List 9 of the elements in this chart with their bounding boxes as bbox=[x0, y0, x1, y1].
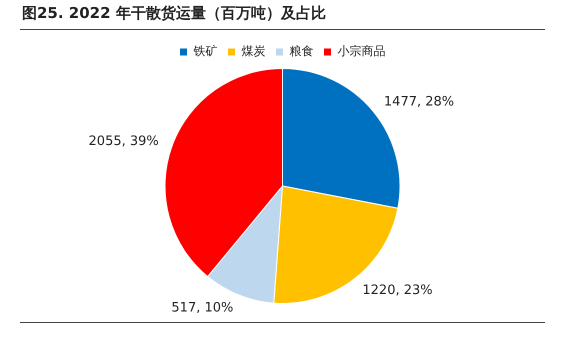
legend-label: 小宗商品 bbox=[338, 44, 386, 58]
legend-label: 煤炭 bbox=[242, 44, 266, 58]
data-label: 2055, 39% bbox=[88, 134, 159, 149]
data-label: 1220, 23% bbox=[362, 282, 433, 298]
data-label: 1477, 28% bbox=[384, 94, 454, 110]
chart-title: 图25. 2022 年干散货运量（百万吨）及占比 bbox=[22, 4, 326, 23]
legend-label: 粮食 bbox=[290, 44, 314, 58]
data-label: 517, 10% bbox=[171, 300, 234, 316]
legend-label: 铁矿 bbox=[192, 44, 218, 58]
